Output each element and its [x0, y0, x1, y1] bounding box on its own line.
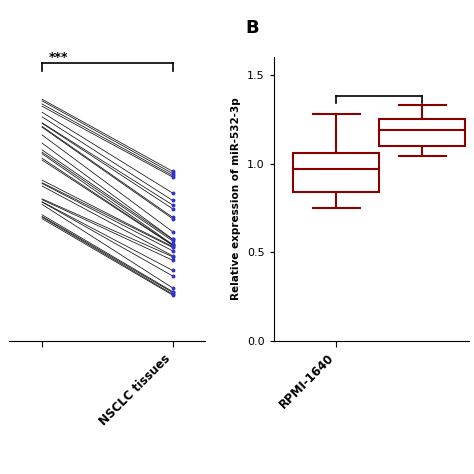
- Point: [169, 237, 176, 245]
- Point: [169, 243, 176, 250]
- Point: [169, 173, 176, 181]
- Point: [169, 236, 176, 243]
- Point: [169, 235, 176, 243]
- Point: [169, 288, 176, 295]
- Point: [169, 241, 176, 248]
- Point: [169, 289, 176, 296]
- Point: [169, 244, 176, 251]
- Point: [169, 241, 176, 249]
- Bar: [293, 153, 379, 192]
- Point: [169, 291, 176, 299]
- Point: [169, 205, 176, 212]
- Point: [169, 284, 176, 292]
- Point: [169, 266, 176, 274]
- Point: [169, 291, 176, 298]
- Point: [169, 228, 176, 236]
- Y-axis label: Relative expression of miR-532-3p: Relative expression of miR-532-3p: [231, 98, 241, 301]
- Point: [169, 170, 176, 177]
- Bar: [379, 119, 465, 146]
- Point: [169, 272, 176, 280]
- Point: [169, 252, 176, 260]
- Point: [169, 201, 176, 209]
- Point: [169, 242, 176, 249]
- Point: [169, 253, 176, 261]
- Point: [169, 256, 176, 264]
- Point: [169, 247, 176, 255]
- Point: [169, 189, 176, 197]
- Point: [169, 197, 176, 204]
- Point: [169, 213, 176, 221]
- Point: [169, 215, 176, 222]
- Point: [169, 172, 176, 179]
- Text: ***: ***: [49, 51, 68, 64]
- Point: [169, 167, 176, 175]
- Text: B: B: [245, 19, 259, 37]
